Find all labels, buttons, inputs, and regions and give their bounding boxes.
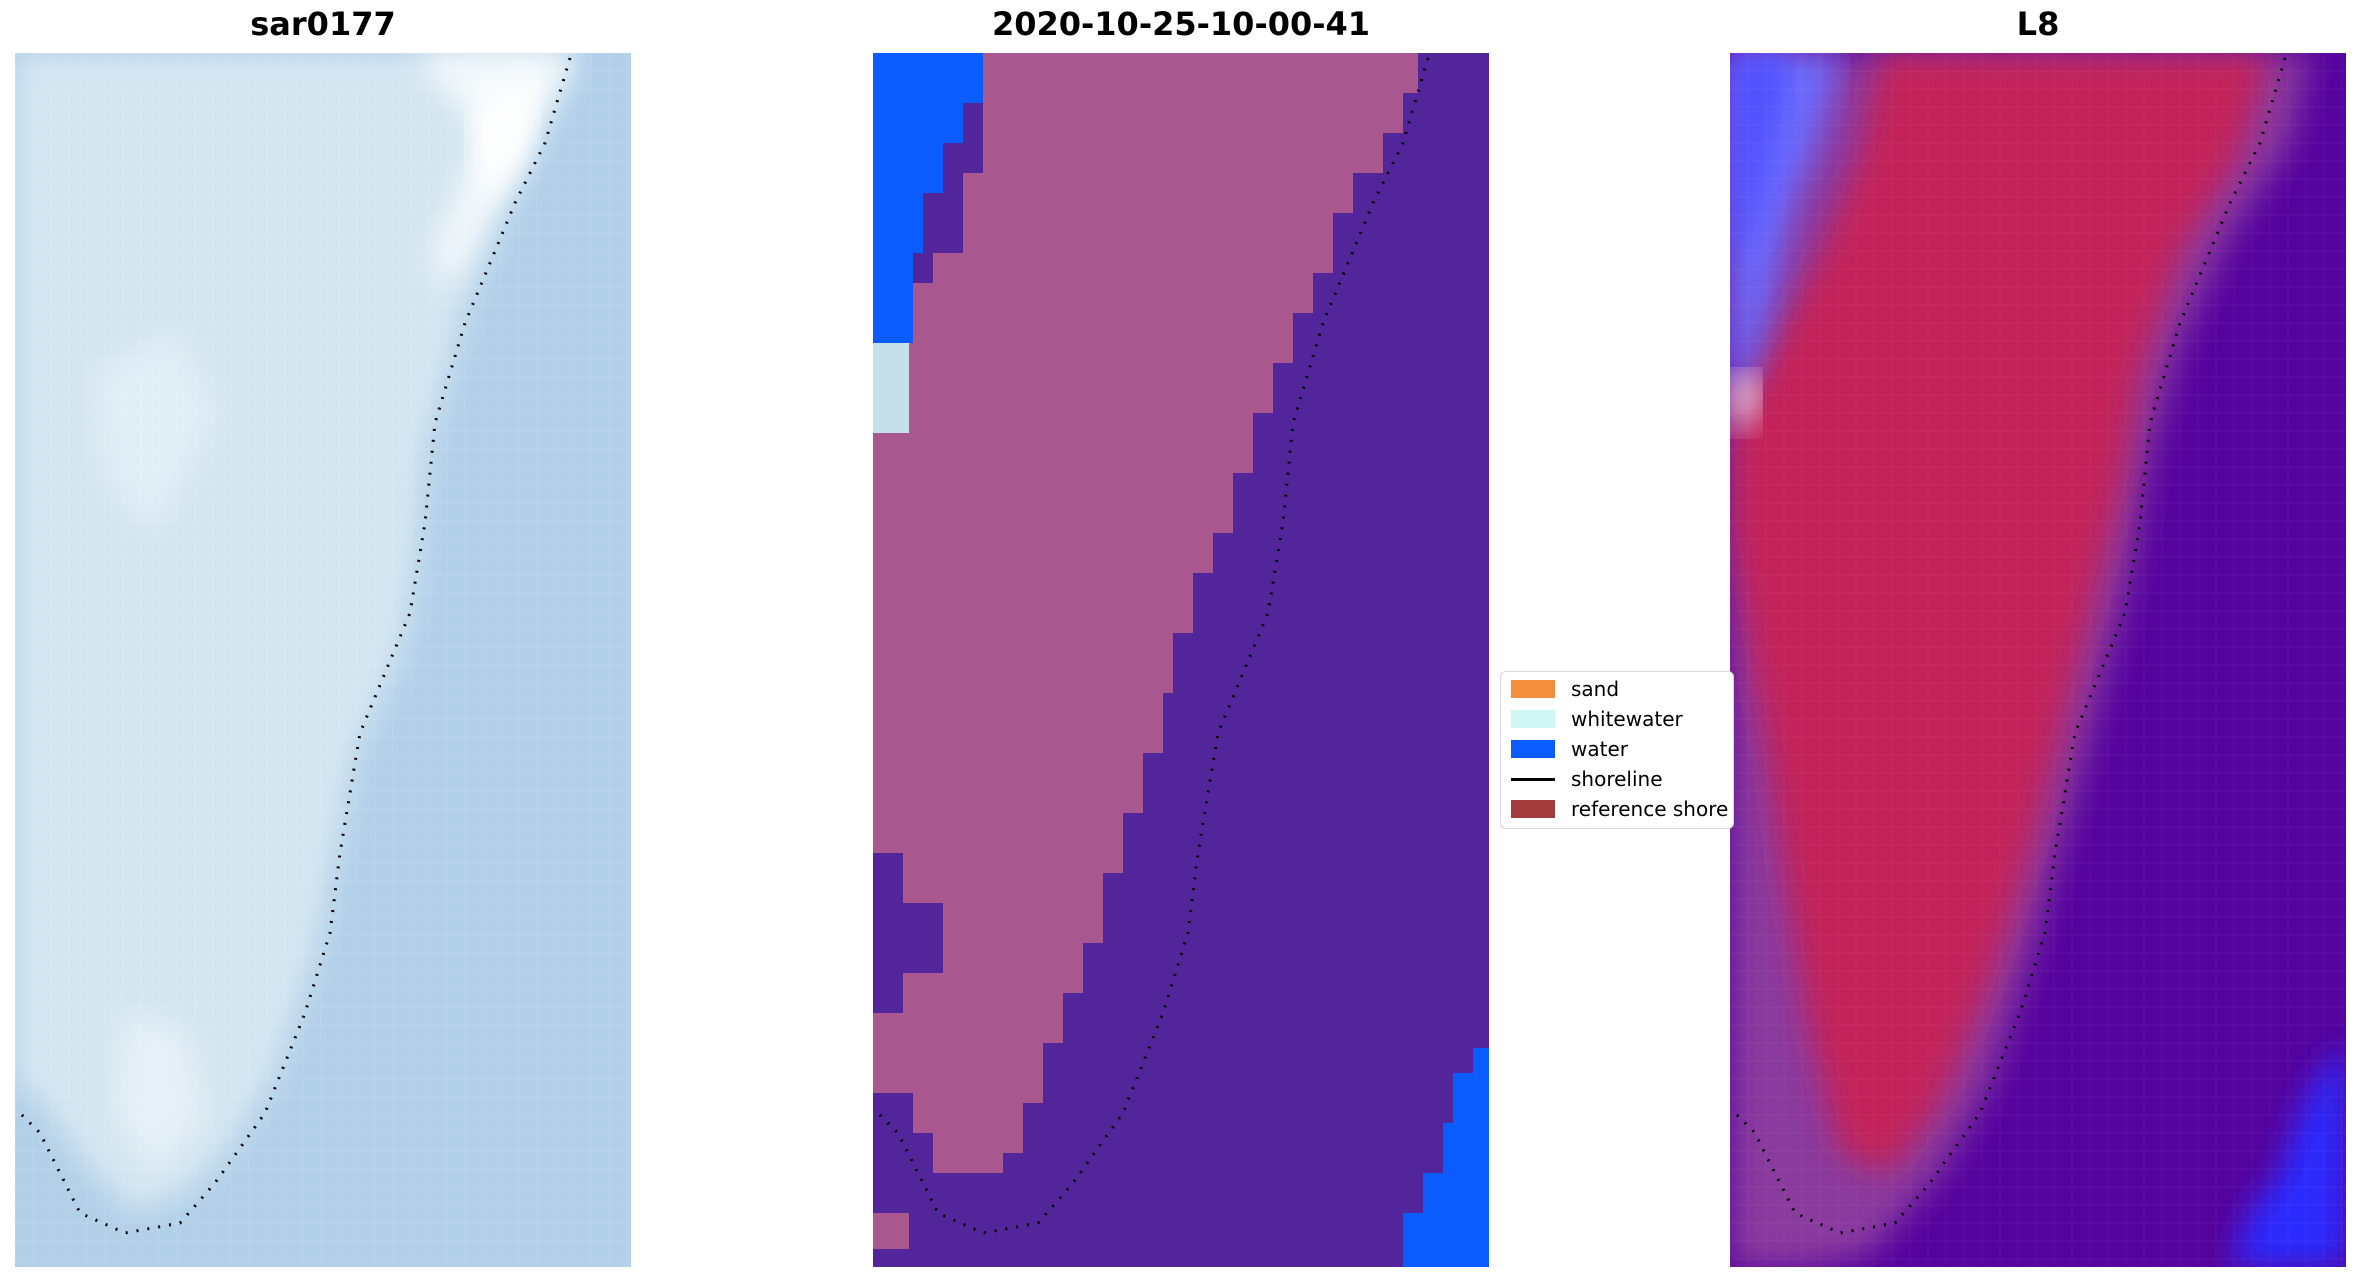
classified-shoreline	[876, 57, 1430, 1235]
legend-label: whitewater	[1571, 707, 1683, 731]
sar-shoreline	[18, 57, 572, 1235]
shoreline-line-swatch	[1511, 777, 1555, 781]
water-swatch	[1511, 740, 1555, 758]
sar-image-panel	[15, 53, 631, 1267]
reference-shore-swatch	[1511, 800, 1555, 818]
panel-title-l8: L8	[2016, 5, 2060, 43]
legend-item-shoreline: shoreline	[1511, 764, 1663, 794]
sar-image	[15, 53, 631, 1267]
legend-label: shoreline	[1571, 767, 1663, 791]
l8-image-panel	[1730, 53, 2346, 1267]
classified-image	[873, 53, 1489, 1267]
l8-image	[1730, 53, 2346, 1267]
legend-item-reference-shore: reference shore	[1511, 794, 1728, 824]
legend-label: reference shore	[1571, 797, 1729, 821]
classified-ocean-bottomright	[1403, 1048, 1489, 1267]
classified-land-region	[873, 53, 1418, 1173]
legend-label: water	[1571, 737, 1628, 761]
legend-item-whitewater: whitewater	[1511, 704, 1683, 734]
panel-title-sar: sar0177	[250, 5, 396, 43]
classified-image-panel	[873, 53, 1489, 1267]
l8-shoreline	[1733, 57, 2287, 1235]
panel-title-classified: 2020-10-25-10-00-41	[991, 5, 1371, 43]
classified-ocean-topleft	[873, 53, 983, 343]
legend-label: sand	[1571, 677, 1620, 701]
legend: sand whitewater water shoreline referenc…	[1500, 671, 1734, 829]
classified-whitewater	[873, 343, 909, 433]
legend-item-sand: sand	[1511, 674, 1619, 704]
legend-item-water: water	[1511, 734, 1628, 764]
whitewater-swatch	[1511, 710, 1555, 728]
sand-swatch	[1511, 680, 1555, 698]
